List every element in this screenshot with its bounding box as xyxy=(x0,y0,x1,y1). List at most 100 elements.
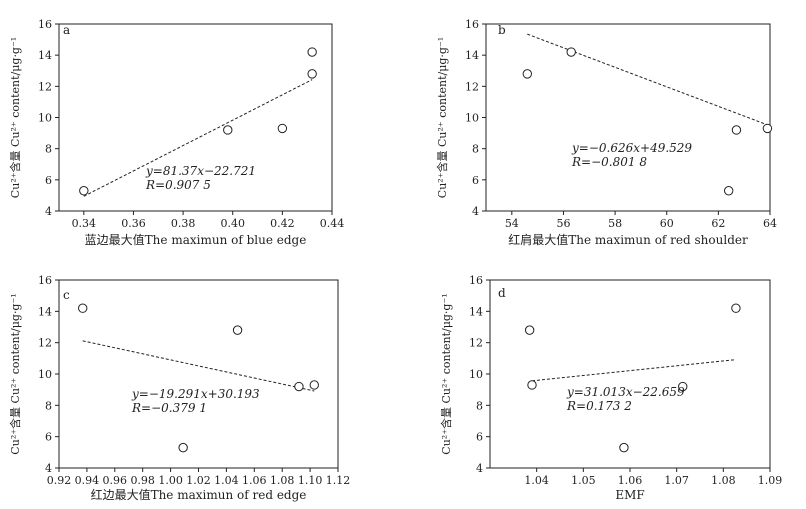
trend-line xyxy=(83,79,313,197)
panel-b: 54 56 58 60 62 64 4 6 8 10 12 14 16 b y=−0.626x+49.529… xyxy=(435,18,777,247)
y-tick-label: 12 xyxy=(38,337,52,350)
x-axis-label: 红边最大值The maximun of red edge xyxy=(91,487,307,502)
panel-c: 0.92 0.94 0.96 0.98 1.00 1.02 1.04 1.06 1.08 1.10… xyxy=(8,274,350,502)
data-point xyxy=(277,123,288,134)
x-tick-label: 0.98 xyxy=(130,474,155,487)
regression-equation: y=31.013x−22.659 xyxy=(566,385,685,399)
x-tick-label: 0.44 xyxy=(320,217,345,230)
data-point xyxy=(731,125,742,135)
data-point xyxy=(522,69,533,79)
data-point xyxy=(178,442,188,453)
x-axis-label: 红肩最大值The maximun of red shoulder xyxy=(508,232,748,247)
data-point xyxy=(527,380,537,390)
x-tick-label: 1.09 xyxy=(758,474,783,487)
y-tick-label: 10 xyxy=(38,112,52,125)
regression-equation: y=−19.291x+30.193 xyxy=(131,387,260,401)
x-tick-label: 60 xyxy=(660,217,674,230)
y-tick-label: 8 xyxy=(45,143,52,156)
trend-line xyxy=(527,33,768,126)
y-tick-label: 4 xyxy=(45,462,52,475)
data-point xyxy=(619,442,629,453)
y-axis-label: Cu²⁺含量 Cu²⁺ content/μg·g⁻¹ xyxy=(8,293,22,454)
data-point xyxy=(678,381,688,392)
x-axis-label: EMF xyxy=(615,488,644,502)
y-tick-label: 6 xyxy=(476,431,483,444)
y-tick-label: 4 xyxy=(472,205,479,218)
data-point xyxy=(731,303,741,313)
data-point xyxy=(294,381,304,392)
x-tick-label: 1.00 xyxy=(158,474,183,487)
data-point xyxy=(223,125,233,135)
data-point xyxy=(723,186,734,196)
correlation-r: R=0.907 5 xyxy=(145,178,211,192)
y-tick-label: 14 xyxy=(38,305,52,318)
correlation-r: R=0.173 2 xyxy=(566,399,632,413)
y-tick-label: 8 xyxy=(476,399,483,412)
y-tick-label: 10 xyxy=(469,368,483,381)
x-tick-label: 0.94 xyxy=(75,474,100,487)
trend-line xyxy=(531,359,736,382)
x-tick-label: 0.42 xyxy=(270,217,295,230)
y-axis-label: Cu²⁺含量 Cu²⁺ content/μg·g⁻¹ xyxy=(8,37,22,198)
x-tick-label: 62 xyxy=(711,217,725,230)
trend-line xyxy=(82,340,315,392)
plot-frame xyxy=(58,279,339,469)
y-axis-label: Cu²⁺含量 Cu²⁺ content/μg·g⁻¹ xyxy=(439,293,453,454)
x-tick-label: 1.08 xyxy=(270,474,295,487)
y-tick-label: 12 xyxy=(465,80,479,93)
data-point xyxy=(309,380,319,390)
panel-a: 0.34 0.36 0.38 0.40 0.42 0.44 4 6 8 10 12 14 16 a y=81… xyxy=(8,18,344,247)
y-tick-label: 6 xyxy=(45,174,52,187)
y-tick-label: 16 xyxy=(38,274,52,287)
y-tick-label: 14 xyxy=(469,305,483,318)
regression-equation: y=81.37x−22.721 xyxy=(145,164,256,178)
x-tick-label: 1.04 xyxy=(524,474,549,487)
x-tick-label: 1.12 xyxy=(326,474,351,487)
x-tick-label: 1.08 xyxy=(711,474,736,487)
data-point xyxy=(762,123,773,134)
panel-label: b xyxy=(498,23,506,37)
x-tick-label: 1.04 xyxy=(214,474,239,487)
y-tick-label: 16 xyxy=(38,18,52,31)
x-tick-label: 58 xyxy=(608,217,622,230)
y-tick-label: 8 xyxy=(472,143,479,156)
y-tick-label: 6 xyxy=(45,431,52,444)
y-tick-label: 4 xyxy=(476,462,483,475)
x-axis-label: 蓝边最大值The maximun of blue edge xyxy=(85,232,307,247)
data-point xyxy=(232,325,243,335)
y-tick-label: 8 xyxy=(45,399,52,412)
x-tick-label: 0.92 xyxy=(47,474,72,487)
x-tick-label: 0.34 xyxy=(72,217,97,230)
data-point xyxy=(307,47,317,57)
plot-frame xyxy=(489,279,771,469)
y-tick-label: 12 xyxy=(469,337,483,350)
data-point xyxy=(566,47,576,57)
x-tick-label: 1.06 xyxy=(618,474,643,487)
x-tick-label: 1.06 xyxy=(242,474,267,487)
x-tick-label: 0.40 xyxy=(220,217,245,230)
data-point xyxy=(524,325,535,335)
y-tick-label: 16 xyxy=(465,18,479,31)
x-tick-label: 1.10 xyxy=(298,474,323,487)
correlation-r: R=−0.801 8 xyxy=(571,155,647,169)
regression-equation: y=−0.626x+49.529 xyxy=(571,141,692,155)
panel-label: c xyxy=(63,288,70,302)
y-tick-label: 14 xyxy=(465,49,479,62)
x-tick-label: 0.38 xyxy=(171,217,196,230)
y-tick-label: 4 xyxy=(45,205,52,218)
data-point xyxy=(78,303,88,313)
y-tick-label: 14 xyxy=(38,49,52,62)
panel-d: 1.04 1.05 1.06 1.07 1.08 1.09 4 6 8 10 12 14 16 d y=31… xyxy=(439,274,782,502)
y-tick-label: 10 xyxy=(38,368,52,381)
y-tick-label: 12 xyxy=(38,80,52,93)
plot-frame xyxy=(485,23,771,212)
panel-label: d xyxy=(498,286,506,300)
x-tick-label: 64 xyxy=(763,217,777,230)
correlation-r: R=−0.379 1 xyxy=(131,401,207,415)
y-axis-label: Cu²⁺含量 Cu²⁺ content/μg·g⁻¹ xyxy=(435,37,449,198)
data-point xyxy=(307,69,317,79)
data-point xyxy=(79,186,89,196)
x-tick-label: 1.05 xyxy=(571,474,596,487)
y-tick-label: 10 xyxy=(465,112,479,125)
